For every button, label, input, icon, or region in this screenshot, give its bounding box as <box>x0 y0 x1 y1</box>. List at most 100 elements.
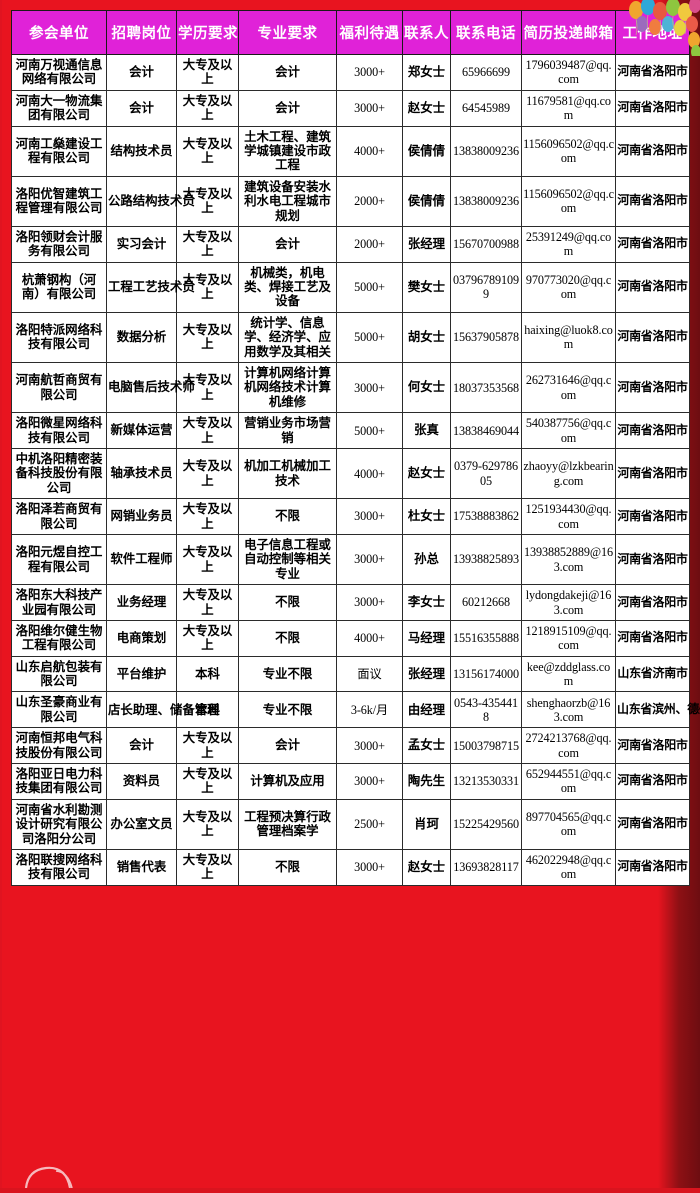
table-row: 河南恒邦电气科技股份有限公司 会计 大专及以上 会计 3000+ 孟女士 150037987… <box>11 727 690 765</box>
cell-email: 897704565@qq.com <box>521 798 616 850</box>
cell-phone: 15225429560 <box>450 798 522 850</box>
cell-major: 建筑设备安装水利水电工程城市规划 <box>238 175 337 227</box>
cell-contact: 侯倩倩 <box>402 175 451 227</box>
cell-salary: 2000+ <box>336 225 403 263</box>
cell-position: 办公室文员 <box>106 798 177 850</box>
cell-salary: 4000+ <box>336 125 403 177</box>
cell-salary: 3000+ <box>336 498 403 535</box>
cell-email: lydongdakeji@163.com <box>521 584 616 621</box>
cell-unit: 洛阳联搜网络科技有限公司 <box>11 848 107 886</box>
cell-position: 会计 <box>106 89 177 127</box>
cell-address: 河南省洛阳市 <box>615 261 690 313</box>
cell-address: 河南省洛阳市 <box>615 447 690 500</box>
cell-position: 资料员 <box>106 763 177 800</box>
cell-unit: 河南恒邦电气科技股份有限公司 <box>11 727 107 765</box>
cell-email: 1218915109@qq.com <box>521 619 616 657</box>
cell-address: 河南省洛阳市 <box>615 412 690 449</box>
cell-contact: 张经理 <box>402 225 451 263</box>
cell-salary: 3000+ <box>336 727 403 765</box>
cell-major: 不限 <box>238 498 337 535</box>
cell-position: 电商策划 <box>106 619 177 657</box>
cell-salary: 3000+ <box>336 54 403 91</box>
table-row: 洛阳泽若商贸有限公司 网销业务员 大专及以上 不限 3000+ 杜女士 1753888386… <box>11 498 690 535</box>
table-row: 中机洛阳精密装备科技股份有限公司 轴承技术员 大专及以上 机加工机械加工技术 4000+… <box>11 447 690 500</box>
cell-major: 不限 <box>238 848 337 886</box>
cell-unit: 河南省水利勘测设计研究有限公司洛阳分公司 <box>11 798 107 850</box>
cell-major: 工程预决算行政管理档案学 <box>238 798 337 850</box>
cell-address: 河南省洛阳市 <box>615 175 690 227</box>
column-header-contact: 联系人 <box>402 10 451 55</box>
cell-contact: 陶先生 <box>402 763 451 800</box>
cell-contact: 樊女士 <box>402 261 451 313</box>
cell-position: 轴承技术员 <box>106 447 177 500</box>
cell-address: 河南省洛阳市 <box>615 848 690 886</box>
cell-email: 462022948@qq.com <box>521 848 616 886</box>
cell-email: 540387756@qq.com <box>521 412 616 449</box>
cell-education: 大专及以上 <box>176 175 239 227</box>
cell-contact: 张真 <box>402 412 451 449</box>
cell-phone: 13938825893 <box>450 533 522 586</box>
cell-unit: 杭萧钢构（河南）有限公司 <box>11 261 107 313</box>
cell-major: 不限 <box>238 584 337 621</box>
cell-position: 店长助理、储备管理 <box>106 691 220 729</box>
table-row: 洛阳特派网络科技有限公司 数据分析 大专及以上 统计学、信息学、经济学、应用数学及其相… <box>11 311 690 364</box>
cell-education: 大专及以上 <box>176 584 239 621</box>
cell-education: 大专及以上 <box>176 798 239 850</box>
cell-contact: 侯倩倩 <box>402 125 451 177</box>
table-row: 洛阳联搜网络科技有限公司 销售代表 大专及以上 不限 3000+ 赵女士 136938281… <box>11 848 690 886</box>
table-row: 洛阳优智建筑工程管理有限公司 公路结构技术员 大专及以上 建筑设备安装水利水电工程城市… <box>11 175 690 227</box>
cell-unit: 洛阳元煜自控工程有限公司 <box>11 533 107 586</box>
cell-salary: 3-6k/月 <box>336 691 403 729</box>
cell-address: 河南省洛阳市 <box>615 311 690 364</box>
cell-email: shenghaorzb@163.com <box>521 691 616 729</box>
cell-address: 河南省洛阳市 <box>615 362 690 414</box>
cell-position: 会计 <box>106 54 177 91</box>
cell-unit: 河南大一物流集团有限公司 <box>11 89 107 127</box>
cell-major: 会计 <box>238 54 337 91</box>
table-row: 河南万视通信息网络有限公司 会计 大专及以上 会计 3000+ 郑女士 65966699 17… <box>11 54 690 91</box>
cell-phone: 60212668 <box>450 584 522 621</box>
table-row: 洛阳元煜自控工程有限公司 软件工程师 大专及以上 电子信息工程或自动控制等相关专业 30… <box>11 533 690 586</box>
table-row: 洛阳微星网络科技有限公司 新媒体运营 大专及以上 营销业务市场营销 5000+ 张真 138… <box>11 412 690 449</box>
cell-address: 山东省滨州、德州、淄博、济南 <box>615 691 700 729</box>
cell-phone: 15003798715 <box>450 727 522 765</box>
column-header-address: 工作地址 <box>615 10 690 55</box>
cell-salary: 2500+ <box>336 798 403 850</box>
cell-email: 652944551@qq.com <box>521 763 616 800</box>
cell-address: 山东省济南市 <box>615 655 690 693</box>
cell-email: 1796039487@qq.com <box>521 54 616 91</box>
cell-unit: 洛阳维尔健生物工程有限公司 <box>11 619 107 657</box>
cell-position: 公路结构技术员 <box>106 175 195 227</box>
column-header-position: 招聘岗位 <box>106 10 177 55</box>
cell-major: 不限 <box>238 619 337 657</box>
cell-major: 会计 <box>238 89 337 127</box>
cell-phone: 13838009236 <box>450 125 522 177</box>
table-row: 河南省水利勘测设计研究有限公司洛阳分公司 办公室文员 大专及以上 工程预决算行政管理档… <box>11 798 690 850</box>
table-row: 山东启航包装有限公司 平台维护 本科 专业不限 面议 张经理 13156174000 kee@… <box>11 655 690 693</box>
cell-email: 11679581@qq.com <box>521 89 616 127</box>
cell-address: 河南省洛阳市 <box>615 498 690 535</box>
cell-contact: 李女士 <box>402 584 451 621</box>
cell-email: 1251934430@qq.com <box>521 498 616 535</box>
cell-phone: 15637905878 <box>450 311 522 364</box>
cell-contact: 孟女士 <box>402 727 451 765</box>
cell-email: 25391249@qq.com <box>521 225 616 263</box>
cell-address: 河南省洛阳市 <box>615 89 690 127</box>
cell-salary: 4000+ <box>336 447 403 500</box>
cell-major: 营销业务市场营销 <box>238 412 337 449</box>
cell-education: 大专及以上 <box>176 362 239 414</box>
cell-phone: 15516355888 <box>450 619 522 657</box>
cell-address: 河南省洛阳市 <box>615 125 690 177</box>
table-row: 河南大一物流集团有限公司 会计 大专及以上 会计 3000+ 赵女士 64545989 116… <box>11 89 690 127</box>
cell-phone: 18037353568 <box>450 362 522 414</box>
cell-unit: 洛阳领财会计服务有限公司 <box>11 225 107 263</box>
cell-position: 会计 <box>106 727 177 765</box>
cell-contact: 张经理 <box>402 655 451 693</box>
cell-phone: 13693828117 <box>450 848 522 886</box>
cell-phone: 037967891099 <box>450 261 522 313</box>
column-header-major: 专业要求 <box>238 10 337 55</box>
cell-phone: 0379-62978605 <box>450 447 522 500</box>
cell-salary: 5000+ <box>336 261 403 313</box>
cell-unit: 洛阳泽若商贸有限公司 <box>11 498 107 535</box>
cell-unit: 山东圣豪商业有限公司 <box>11 691 107 729</box>
